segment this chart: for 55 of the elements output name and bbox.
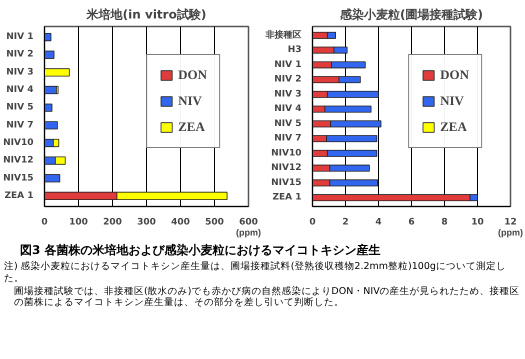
caption: 図3 各菌株の米培地および感染小麦粒におけるマイコトキシン産生: [20, 242, 381, 259]
y-tick-label: NIV15: [3, 173, 34, 184]
y-tick-label: NIV 2: [274, 74, 302, 85]
x-tick-label: 0: [309, 218, 316, 228]
y-tick-label: ZEA 1: [272, 192, 302, 203]
y-tick-label: ZEA 1: [4, 190, 34, 201]
bar: [44, 104, 52, 112]
chart-title: 感染小麦粒(圃場接種試験): [339, 8, 483, 22]
y-tick-label: NIV12: [3, 156, 34, 166]
y-tick-label: NIV 1: [6, 32, 34, 42]
y-tick-label: NIV10: [271, 148, 302, 158]
chart-title: 米培地(in vitro試験): [86, 8, 206, 22]
x-tick-label: 500: [205, 218, 224, 228]
y-tick-label: NIV 4: [274, 104, 302, 114]
y-tick-label: NIV 1: [274, 60, 302, 70]
y-tick-label: NIV10: [3, 138, 34, 148]
x-tick-label: 4: [375, 218, 382, 228]
x-tick-label: 0: [41, 218, 48, 228]
x-tick-label: 400: [171, 218, 190, 228]
x-tick-label: 100: [69, 218, 88, 228]
x-axis-title: (ppm): [236, 228, 262, 238]
y-tick-label: NIV15: [271, 178, 302, 188]
legend-label: DON: [440, 67, 469, 83]
text: 注) 感染小麦粒におけるマイコトキシン産生量は、圃場接種試料(登熟後収穫物2.2mm整粒)100gについて測定した。: [4, 261, 507, 284]
bar: [44, 68, 70, 76]
x-tick-label: 10: [471, 218, 484, 228]
x-tick-label: 8: [441, 218, 448, 228]
bar: [44, 121, 58, 130]
legend-label: NIV: [440, 93, 464, 109]
y-tick-label: NIV 3: [274, 89, 302, 100]
y-tick-label: NIV 7: [274, 134, 302, 144]
y-tick-label: H3: [288, 45, 302, 56]
x-tick-label: 300: [137, 218, 156, 228]
y-tick-label: NIV 7: [6, 120, 34, 130]
x-tick-label: 2: [342, 218, 349, 228]
y-tick-label: NIV 5: [274, 118, 302, 129]
y-tick-label: NIV 5: [6, 102, 34, 113]
x-tick-label: 12: [504, 218, 517, 228]
x-axis-title: (ppm): [498, 228, 524, 238]
y-tick-label: NIV 4: [6, 85, 34, 96]
bar: [44, 32, 52, 42]
y-tick-label: NIV 3: [6, 67, 34, 78]
legend-label: NIV: [178, 93, 202, 109]
x-tick-label: 6: [408, 218, 415, 228]
bar: [44, 174, 60, 182]
y-tick-label: 非接種区: [264, 29, 302, 40]
legend-label: ZEA: [178, 119, 205, 135]
legend-label: DON: [178, 67, 207, 83]
x-tick-label: 200: [103, 218, 122, 228]
text: 圃場接種試験では、非接種区(散水のみ)でも赤かび病の自然感染によりDON・NIVの産生が見られたため、接種区の菌株によるマイコトキシン産生量は、その部分を差し引いて判断した。: [14, 286, 521, 309]
y-tick-label: NIV 2: [6, 50, 34, 60]
y-tick-label: NIV12: [271, 163, 302, 174]
x-tick-label: 600: [239, 218, 258, 228]
bar: [44, 50, 54, 59]
legend-label: ZEA: [440, 119, 467, 135]
